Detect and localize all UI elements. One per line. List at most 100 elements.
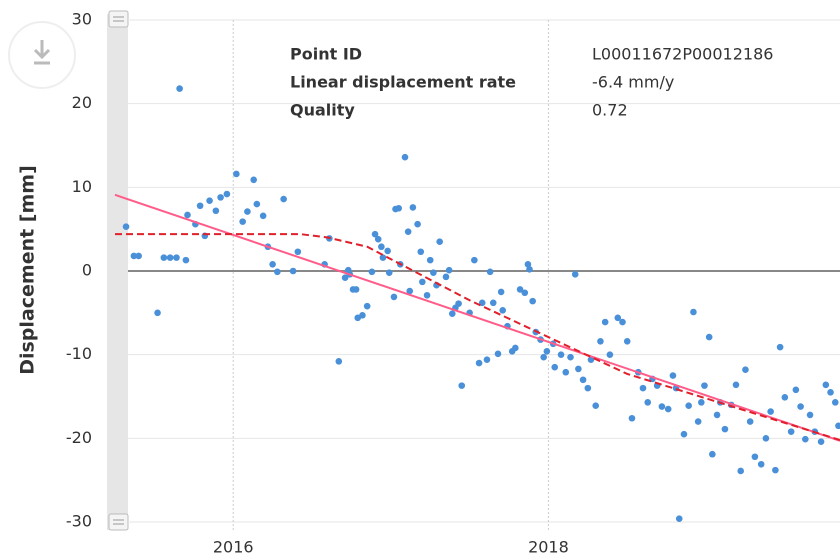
data-point [680,430,688,438]
x-tick-label: 2016 [213,538,254,557]
data-point [675,515,683,522]
data-point [390,293,398,301]
data-point [524,261,532,268]
data-point [587,356,595,363]
data-point [685,402,692,410]
data-point [690,308,697,316]
data-point [401,153,409,161]
data-point [776,343,784,351]
data-point [772,466,779,474]
data-point [363,302,371,310]
data-point [619,318,626,326]
data-point [352,286,360,293]
data-point [176,85,183,92]
data-point [817,438,825,445]
data-point [233,170,240,178]
data-point [196,202,204,210]
data-point [122,223,130,230]
data-point [557,351,565,358]
data-point [822,381,830,389]
data-point [540,353,547,361]
data-point [442,273,450,281]
data-point [289,267,297,275]
data-point [130,252,138,260]
data-point [184,211,191,219]
info-label: Linear displacement rate [290,73,516,92]
y-axis-label: Displacement [mm] [17,165,39,375]
data-point [475,359,483,367]
data-point [374,235,382,243]
data-point [497,288,505,296]
navigator-track[interactable] [107,14,128,530]
data-point [762,435,770,442]
data-point [341,274,349,281]
data-point [694,418,702,425]
info-value: L00011672P00012186 [592,45,773,64]
data-point [606,351,614,358]
data-point [486,268,494,276]
data-point [551,363,559,371]
data-point [597,337,604,345]
y-tick-label: -30 [66,512,92,531]
data-point [280,195,287,203]
data-point [182,256,190,264]
data-point [489,299,497,307]
data-point [385,269,393,276]
data-point [742,366,749,374]
data-point [701,382,708,389]
data-point [223,190,231,198]
data-point [713,411,721,419]
data-point [448,310,456,317]
data-point [806,411,814,419]
navigator-handle-bottom[interactable] [108,513,129,531]
data-point [562,368,570,376]
data-point [414,220,421,228]
data-point [592,402,600,410]
data-point [737,467,745,475]
data-point [483,356,491,363]
data-point [698,399,705,406]
data-point [579,376,587,384]
data-point [406,287,414,295]
data-point [658,403,666,410]
data-point [359,312,366,319]
data-point [244,208,251,215]
data-point [154,309,161,317]
data-point [797,403,804,410]
data-point [294,248,302,256]
data-point [160,254,168,261]
data-point [371,230,379,238]
data-point [601,318,609,326]
data-point [436,238,443,246]
data-point [746,418,754,425]
data-point [368,268,376,276]
data-point [217,194,224,201]
navigator-handle-top[interactable] [108,10,129,28]
data-point [445,266,453,274]
trend-line [114,193,840,442]
data-point [173,254,180,261]
data-point [269,261,276,268]
data-point [705,333,713,341]
data-point [404,228,412,235]
data-point [767,408,774,415]
y-tick-label: 10 [72,177,92,196]
data-point [516,286,524,293]
y-tick-label: 20 [72,93,92,112]
data-point [395,204,402,212]
data-point [526,266,533,273]
data-point [426,256,434,264]
data-point [584,384,592,392]
data-point [458,382,466,389]
data-point [792,386,800,394]
data-point [409,204,417,211]
info-value: -6.4 mm/y [592,73,674,92]
data-point [494,350,502,358]
data-point [639,384,647,392]
download-button[interactable] [8,21,76,89]
data-point [751,453,759,461]
data-point [721,425,729,433]
data-point [430,269,437,276]
data-point [732,381,740,389]
data-point [253,200,261,208]
